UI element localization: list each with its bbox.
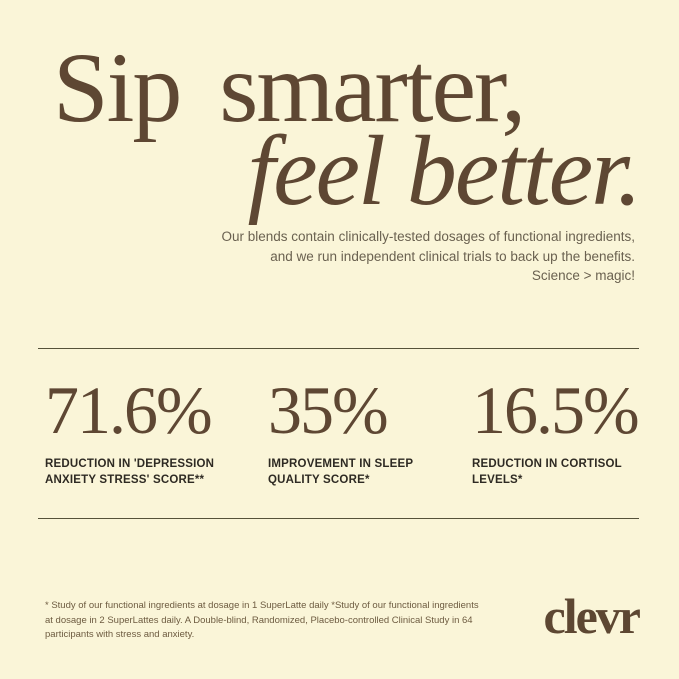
stat-value: 16.5% (472, 372, 640, 448)
stat-cortisol-levels: 16.5% REDUCTION IN CORTISOL LEVELS* (472, 376, 650, 488)
divider-top (38, 348, 639, 349)
headline-line1: Sip smarter, (53, 32, 526, 143)
subheadline-line-3: Science > magic! (531, 268, 635, 284)
footnote-line-1: * Study of our functional ingredients at… (45, 600, 479, 611)
stat-label: REDUCTION IN 'DEPRESSION ANXIETY STRESS'… (45, 458, 215, 487)
stat-label: REDUCTION IN CORTISOL LEVELS* (472, 458, 622, 487)
stat-depression-anxiety-stress: 71.6% REDUCTION IN 'DEPRESSION ANXIETY S… (45, 376, 245, 488)
stat-label: IMPROVEMENT IN SLEEP QUALITY SCORE* (268, 458, 414, 487)
divider-bottom (38, 518, 639, 519)
subheadline-line-1: Our blends contain clinically-tested dos… (221, 229, 636, 244)
headline-line2: feel better. (247, 115, 642, 226)
footnote-line-2: at dosage in 2 SuperLattes daily. A Doub… (45, 614, 473, 626)
clevr-logo: clevr (543, 588, 641, 644)
stat-value: 71.6% (45, 372, 213, 448)
stat-value: 35% (268, 372, 389, 448)
stat-sleep-quality: 35% IMPROVEMENT IN SLEEP QUALITY SCORE* (268, 376, 448, 488)
footnote-line-3: participants with stress and anxiety. (45, 629, 195, 641)
subheadline-line-2: and we run independent clinical trials t… (270, 248, 635, 264)
footnote: * Study of our functional ingredients at… (45, 599, 479, 643)
subheadline: Our blends contain clinically-tested dos… (222, 227, 636, 286)
